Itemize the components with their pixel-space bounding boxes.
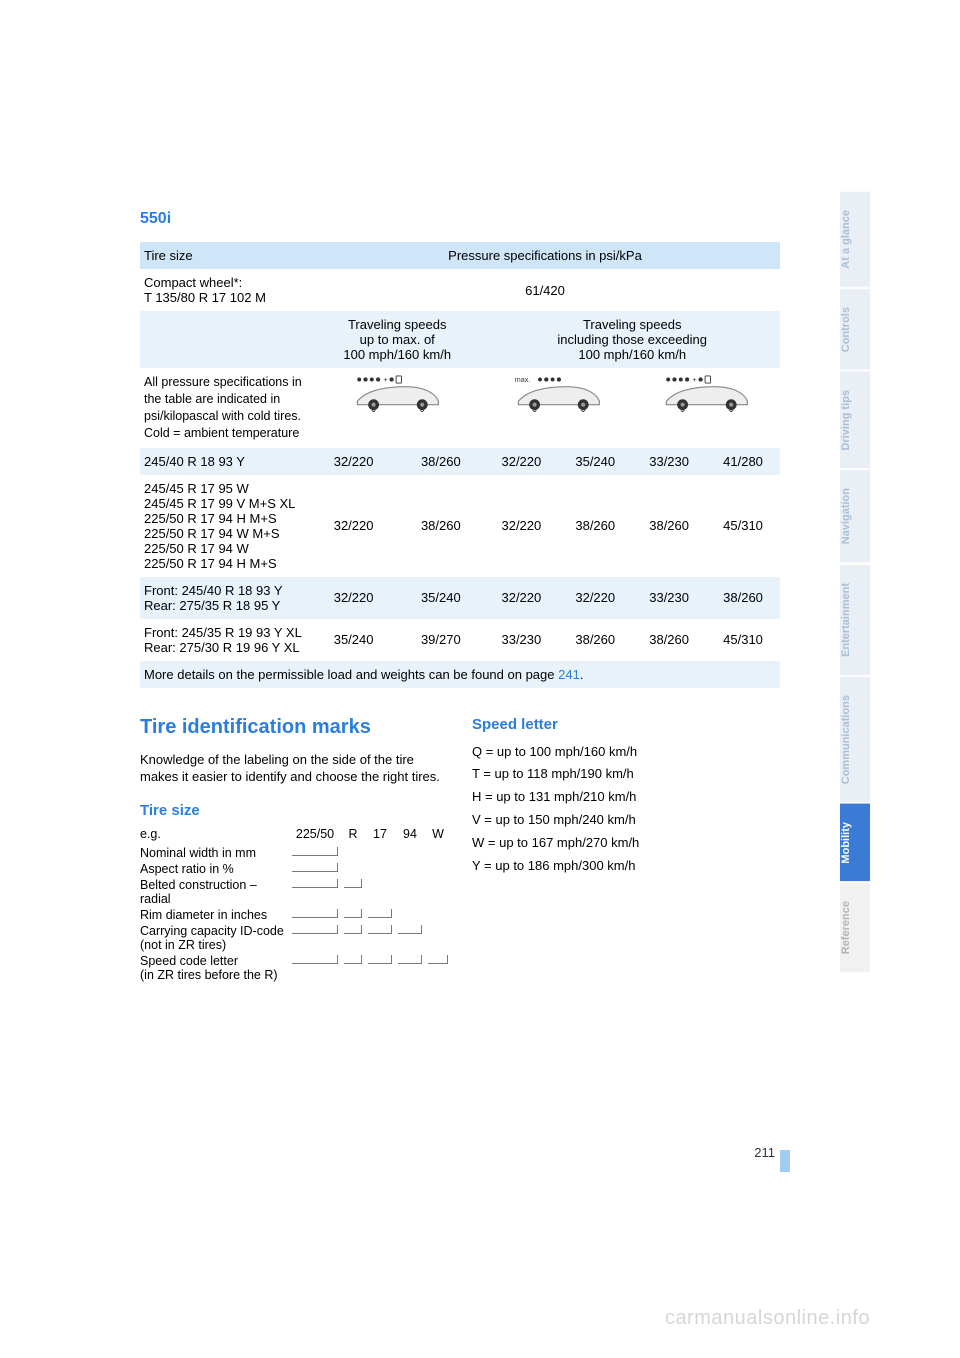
speed-item: V = up to 150 mph/240 km/h [472,809,780,832]
tab-driving-tips[interactable]: Driving tips [840,370,870,469]
tab-at-a-glance[interactable]: At a glance [840,190,870,287]
tab-controls[interactable]: Controls [840,287,870,370]
row-label: Front: 245/40 R 18 93 Y Rear: 275/35 R 1… [140,577,310,619]
speed-item: Q = up to 100 mph/160 km/h [472,741,780,764]
speed-exceed: Traveling speeds including those exceedi… [484,311,780,368]
footer-after: . [580,667,584,682]
cell: 41/280 [706,448,780,475]
ts-label: Nominal width in mm [140,845,286,861]
pressure-table: Tire size Pressure specifications in psi… [140,242,780,688]
cell: 32/220 [484,475,558,577]
cell: 38/260 [632,619,706,661]
ts-label: Rim diameter in inches [140,907,286,923]
tp-2: 17 [368,827,392,845]
table-row: Front: 245/40 R 18 93 Y Rear: 275/35 R 1… [140,577,780,619]
ts-label: Belted construction – radial [140,877,286,907]
ts-label: Speed code letter (in ZR tires before th… [140,953,286,983]
table-header-row: Tire size Pressure specifications in psi… [140,242,780,269]
cell: 45/310 [706,475,780,577]
icon-row: All pressure specifications in the table… [140,368,780,448]
cold-note: All pressure specifications in the table… [140,368,310,448]
tp-0: 225/50 [292,827,338,845]
footer-text: More details on the permissible load and… [144,667,558,682]
cell: 38/260 [632,475,706,577]
cell: 32/220 [484,448,558,475]
table-footer-row: More details on the permissible load and… [140,661,780,688]
row-label: 245/45 R 17 95 W 245/45 R 17 99 V M+S XL… [140,475,310,577]
cell: 38/260 [558,475,632,577]
cell: 32/220 [310,577,397,619]
table-row: 245/40 R 18 93 Y 32/220 38/260 32/220 35… [140,448,780,475]
right-column: Speed letter Q = up to 100 mph/160 km/h … [472,716,780,983]
speed-upto: Traveling speeds up to max. of 100 mph/1… [310,311,484,368]
ts-label: Aspect ratio in % [140,861,286,877]
cell: 38/260 [558,619,632,661]
cell: 33/230 [632,577,706,619]
left-column: Tire identification marks Knowledge of t… [140,716,448,983]
speed-item: T = up to 118 mph/190 km/h [472,763,780,786]
cell: 33/230 [484,619,558,661]
speed-item: W = up to 167 mph/270 km/h [472,832,780,855]
section-intro: Knowledge of the labeling on the side of… [140,751,448,786]
speed-item: H = up to 131 mph/210 km/h [472,786,780,809]
cell: 39/270 [397,619,484,661]
car-load-icon-2: + [661,374,751,412]
tp-4: W [428,827,448,845]
row-label: Front: 245/35 R 19 93 Y XL Rear: 275/30 … [140,619,310,661]
th-pressure: Pressure specifications in psi/kPa [310,242,780,269]
cell: 38/260 [706,577,780,619]
cell: 35/240 [310,619,397,661]
cell: 32/220 [484,577,558,619]
speed-header-row: Traveling speeds up to max. of 100 mph/1… [140,311,780,368]
cell: 32/220 [558,577,632,619]
speed-heading: Speed letter [472,716,780,733]
eg-label: e.g. [140,827,286,845]
car-load-icon: + [352,374,442,412]
tab-navigation[interactable]: Navigation [840,468,870,562]
svg-text:+: + [693,375,697,384]
cell: 35/240 [558,448,632,475]
th-tire-size: Tire size [140,242,310,269]
tab-mobility[interactable]: Mobility [840,802,870,882]
tiresize-breakdown: e.g. 225/50 R 17 94 W Nominal width in m… [140,827,448,983]
tp-1: R [344,827,362,845]
compact-wheel-value: 61/420 [310,269,780,311]
table-row: Front: 245/35 R 19 93 Y XL Rear: 275/30 … [140,619,780,661]
watermark: carmanualsonline.info [665,1307,870,1330]
cell: 33/230 [632,448,706,475]
cell: 32/220 [310,475,397,577]
svg-text:max.: max. [515,375,531,384]
cell: 32/220 [310,448,397,475]
tiresize-heading: Tire size [140,802,448,819]
tab-communications[interactable]: Communications [840,675,870,802]
page-number: 211 [0,1145,775,1160]
side-tabs: At a glance Controls Driving tips Naviga… [840,190,870,973]
cell: 35/240 [397,577,484,619]
row-label: 245/40 R 18 93 Y [140,448,310,475]
tab-reference[interactable]: Reference [840,881,870,972]
cell: 38/260 [397,448,484,475]
car-max-icon: max. [513,374,603,412]
svg-text:+: + [384,375,388,384]
cell: 45/310 [706,619,780,661]
speed-item: Y = up to 186 mph/300 km/h [472,855,780,878]
model-heading: 550i [140,210,780,228]
table-row: 245/45 R 17 95 W 245/45 R 17 99 V M+S XL… [140,475,780,577]
section-title: Tire identification marks [140,716,448,739]
page-link[interactable]: 241 [558,667,580,682]
compact-wheel-row: Compact wheel*: T 135/80 R 17 102 M 61/4… [140,269,780,311]
cell: 38/260 [397,475,484,577]
tab-entertainment[interactable]: Entertainment [840,563,870,675]
tp-3: 94 [398,827,422,845]
speed-list: Q = up to 100 mph/160 km/h T = up to 118… [472,741,780,878]
compact-wheel-label: Compact wheel*: T 135/80 R 17 102 M [140,269,310,311]
page-marker [780,1150,790,1172]
ts-label: Carrying capacity ID-code (not in ZR tir… [140,923,286,953]
